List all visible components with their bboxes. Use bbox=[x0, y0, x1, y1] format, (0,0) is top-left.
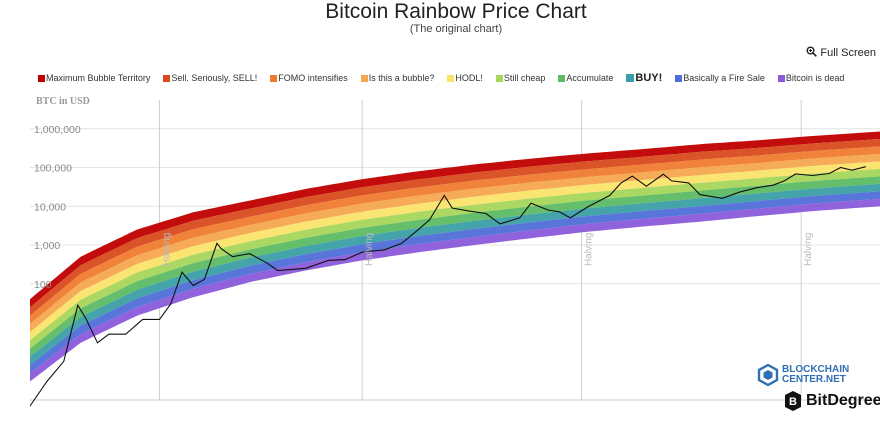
blockchaincenter-line1: BLOCKCHAIN bbox=[782, 364, 850, 375]
legend-item-bubble[interactable]: Is this a bubble? bbox=[360, 73, 435, 83]
y-tick-label: 100 bbox=[34, 279, 52, 291]
rainbow-band bbox=[30, 183, 880, 365]
bitdegree-logo: B BitDegree bbox=[784, 390, 880, 412]
blockchaincenter-line2: CENTER.NET bbox=[782, 374, 846, 385]
legend-swatch bbox=[675, 74, 683, 82]
rainbow-band bbox=[30, 146, 880, 324]
legend-label: Maximum Bubble Territory bbox=[46, 73, 151, 83]
legend-label: Basically a Fire Sale bbox=[683, 73, 765, 83]
rainbow-band bbox=[30, 176, 880, 357]
legend-label: Accumulate bbox=[566, 73, 614, 83]
legend-item-accumulate[interactable]: Accumulate bbox=[558, 73, 613, 83]
halving-label: Halving bbox=[161, 233, 172, 266]
legend-item-still-cheap[interactable]: Still cheap bbox=[495, 73, 546, 83]
legend-label: Sell. Seriously, SELL! bbox=[171, 73, 258, 83]
legend-swatch bbox=[626, 74, 635, 82]
legend-item-hodl[interactable]: HODL! bbox=[447, 73, 483, 83]
legend-label: Still cheap bbox=[503, 73, 546, 83]
full-screen-button[interactable]: Full Screen bbox=[806, 46, 876, 60]
rainbow-band bbox=[30, 139, 880, 316]
rainbow-band bbox=[30, 153, 880, 333]
legend-item-fomo[interactable]: FOMO intensifies bbox=[270, 73, 348, 83]
y-tick-label: 1,000,000 bbox=[34, 124, 81, 136]
rainbow-band bbox=[30, 198, 880, 382]
legend-label: Bitcoin is dead bbox=[785, 73, 845, 83]
legend-swatch bbox=[38, 74, 45, 82]
full-screen-label: Full Screen bbox=[820, 47, 876, 59]
blockchaincenter-icon bbox=[757, 364, 779, 386]
legend-item-bitcoin-dead[interactable]: Bitcoin is dead bbox=[777, 73, 845, 83]
blockchaincenter-logo: BLOCKCHAIN CENTER.NET bbox=[757, 364, 849, 386]
y-tick-label: 100,000 bbox=[34, 163, 72, 175]
svg-text:B: B bbox=[789, 396, 797, 408]
legend-label: FOMO intensifies bbox=[278, 73, 348, 83]
page-subtitle: (The original chart) bbox=[409, 23, 503, 35]
legend-label: Is this a bubble? bbox=[368, 73, 435, 83]
chart-legend: Maximum Bubble Territory Sell. Seriously… bbox=[38, 72, 878, 84]
y-axis-label: BTC in USD bbox=[36, 96, 90, 107]
legend-label: HODL! bbox=[455, 73, 483, 83]
bitdegree-wordmark: BitDegree bbox=[806, 392, 880, 409]
halving-label: Halving bbox=[364, 233, 375, 266]
legend-swatch bbox=[777, 74, 785, 82]
btc-price-line bbox=[29, 166, 867, 407]
legend-item-fire-sale[interactable]: Basically a Fire Sale bbox=[675, 73, 765, 83]
y-tick-label: 1,000 bbox=[34, 240, 60, 252]
rainbow-band bbox=[30, 168, 880, 349]
halving-label: Halving bbox=[584, 233, 595, 266]
page-title: Bitcoin Rainbow Price Chart bbox=[325, 0, 587, 23]
legend-swatch bbox=[270, 74, 278, 82]
legend-item-sell[interactable]: Sell. Seriously, SELL! bbox=[163, 73, 257, 83]
halving-label: Halving bbox=[803, 233, 814, 266]
legend-swatch bbox=[495, 74, 503, 82]
y-tick-label: 10,000 bbox=[34, 201, 66, 213]
legend-swatch bbox=[447, 74, 455, 82]
legend-item-buy[interactable]: BUY! bbox=[626, 72, 662, 84]
zoom-icon bbox=[806, 46, 818, 60]
legend-item-maximum-bubble[interactable]: Maximum Bubble Territory bbox=[38, 73, 150, 83]
legend-swatch bbox=[163, 74, 171, 82]
legend-swatch bbox=[360, 74, 368, 82]
rainbow-band bbox=[30, 161, 880, 341]
legend-label: BUY! bbox=[635, 72, 663, 84]
legend-swatch bbox=[558, 74, 566, 82]
bitdegree-icon: B bbox=[785, 391, 801, 411]
